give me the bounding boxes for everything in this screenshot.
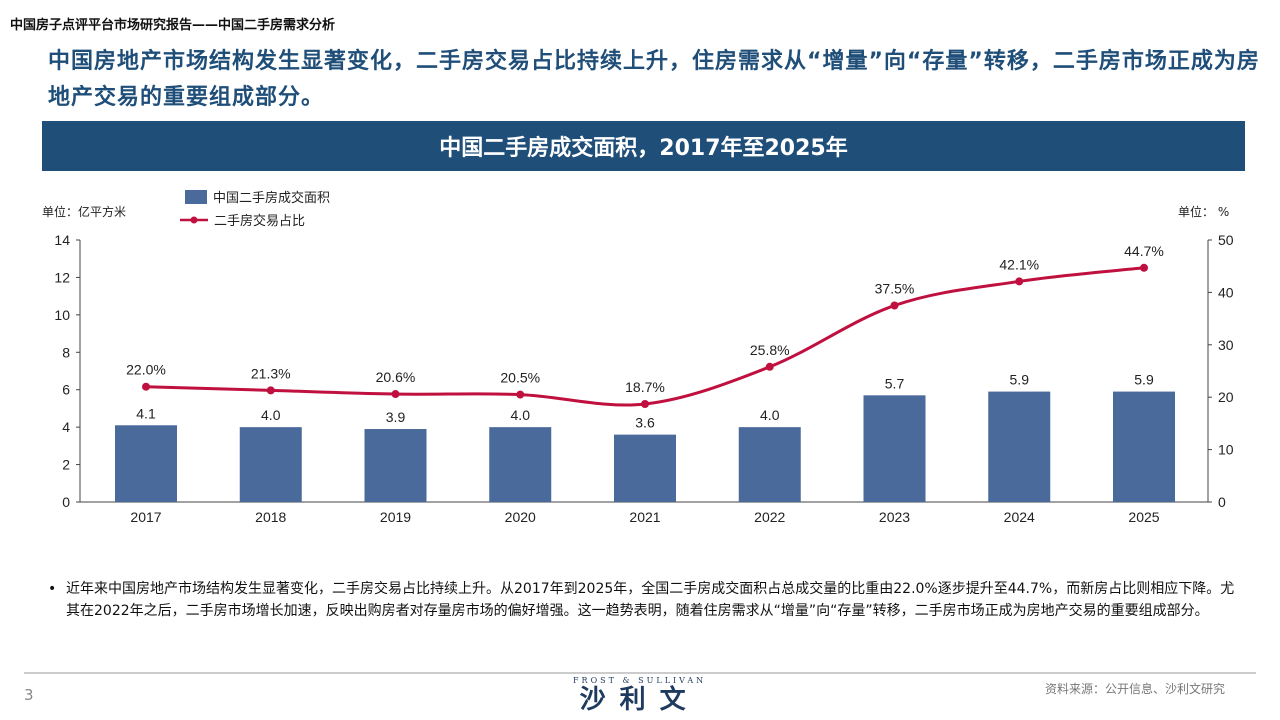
line-label: 20.5% — [500, 370, 540, 386]
left-tick-label: 8 — [62, 344, 70, 360]
report-header: 中国房子点评平台市场研究报告——中国二手房需求分析 — [10, 18, 336, 33]
left-tick-label: 0 — [62, 494, 70, 510]
left-tick-label: 6 — [62, 382, 70, 398]
logo-cn: 沙利文 — [579, 685, 700, 715]
bar — [988, 391, 1051, 502]
line-label: 22.0% — [126, 362, 166, 378]
x-tick-label: 2022 — [754, 509, 785, 525]
bar-label: 4.0 — [760, 407, 780, 423]
line-point — [142, 382, 150, 391]
right-tick-label: 50 — [1218, 232, 1234, 248]
line-point — [641, 400, 649, 409]
note-text: 近年来中国房地产市场结构发生显著变化，二手房交易占比持续上升。从2017年到20… — [66, 581, 1235, 619]
x-tick-label: 2018 — [255, 509, 286, 525]
bar — [489, 427, 552, 502]
bar-label: 4.0 — [261, 407, 281, 423]
right-axis-unit: 单位： % — [1178, 205, 1230, 219]
bullet: • — [48, 581, 57, 597]
bar-label: 3.6 — [635, 415, 655, 431]
line-label: 44.7% — [1124, 243, 1164, 259]
right-tick-label: 40 — [1218, 284, 1234, 300]
right-tick-label: 30 — [1218, 337, 1234, 353]
bar-label: 5.9 — [1010, 372, 1030, 388]
line-label: 37.5% — [875, 281, 915, 297]
line-label: 21.3% — [251, 365, 291, 381]
bar — [364, 429, 427, 502]
legend-bar-swatch — [185, 189, 207, 204]
legend-line-label: 二手房交易占比 — [214, 214, 306, 229]
left-axis-unit: 单位：亿平方米 — [42, 205, 127, 219]
footer-divider — [24, 672, 1256, 674]
left-tick-label: 4 — [62, 419, 70, 435]
legend-line: 二手房交易占比 — [180, 210, 305, 229]
source-note: 资料来源：公开信息、沙利文研究 — [1045, 682, 1226, 696]
left-tick-label: 14 — [54, 232, 70, 248]
x-tick-label: 2023 — [879, 509, 910, 525]
legend-bar: 中国二手房成交面积 — [185, 187, 330, 206]
bar-label: 3.9 — [386, 409, 406, 425]
logo-en: FROST & SULLIVAN — [573, 676, 707, 685]
x-tick-label: 2025 — [1128, 509, 1159, 525]
note-paragraph: • 近年来中国房地产市场结构发生显著变化，二手房交易占比持续上升。从2017年到2… — [48, 578, 1248, 622]
line-label: 42.1% — [999, 256, 1039, 272]
line-label: 18.7% — [625, 379, 665, 395]
line-point — [1140, 263, 1148, 272]
bar-label: 5.7 — [885, 375, 905, 391]
line-point — [516, 390, 525, 399]
left-tick-label: 10 — [54, 307, 70, 323]
line-point — [266, 386, 275, 395]
right-tick-label: 10 — [1218, 442, 1234, 458]
legend-bar-label: 中国二手房成交面积 — [213, 191, 331, 206]
line-point — [391, 390, 400, 399]
bar-label: 4.0 — [511, 407, 531, 423]
headline: 中国房地产市场结构发生显著变化，二手房交易占比持续上升，住房需求从“增量”向“存… — [48, 49, 1260, 110]
bar — [738, 427, 801, 502]
legend-line-swatch — [180, 216, 208, 223]
right-tick-label: 0 — [1218, 494, 1226, 510]
right-tick-label: 20 — [1218, 389, 1234, 405]
chart-title-banner: 中国二手房成交面积，2017年至2025年 — [42, 121, 1245, 171]
page-number: 3 — [24, 686, 34, 704]
chart: 0 2 4 6 8 10 12 14 0 10 20 30 40 50 2017 4.1 2018 4.0 2019… — [54, 232, 1234, 525]
line-label: 20.6% — [376, 369, 416, 385]
x-tick-label: 2020 — [505, 509, 536, 525]
line-label: 25.8% — [750, 342, 790, 358]
left-tick-label: 12 — [54, 269, 70, 285]
bar — [239, 427, 302, 502]
bar-label: 5.9 — [1134, 372, 1154, 388]
bar — [1113, 391, 1175, 502]
line-point — [1015, 277, 1024, 286]
x-tick-label: 2024 — [1004, 509, 1035, 525]
logo: FROST & SULLIVAN 沙利文 — [573, 676, 706, 715]
left-tick-label: 2 — [62, 457, 70, 473]
x-tick-label: 2021 — [629, 509, 660, 525]
line-point — [765, 362, 774, 371]
bar — [863, 395, 926, 502]
x-tick-label: 2017 — [130, 509, 161, 525]
line-point — [890, 301, 899, 310]
bar-label: 4.1 — [136, 405, 156, 421]
x-tick-label: 2019 — [380, 509, 411, 525]
bar — [614, 434, 676, 502]
bar — [115, 425, 177, 502]
